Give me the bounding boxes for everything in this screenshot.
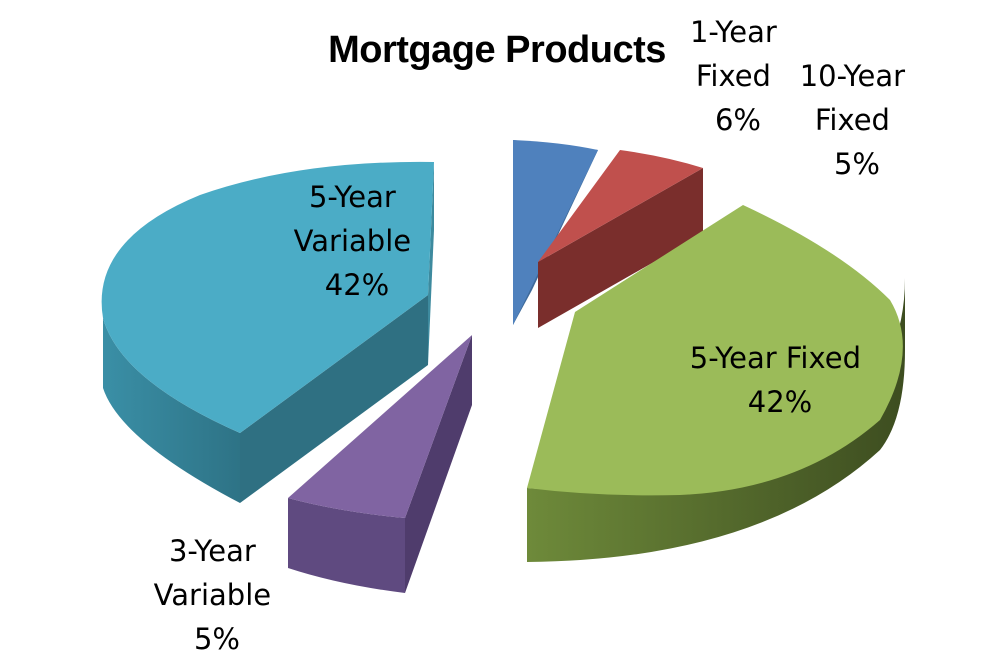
- slice-top: [538, 150, 703, 262]
- slice-side: [538, 168, 703, 328]
- slice-inner-wall: [428, 162, 434, 365]
- slice-5-year-fixed[interactable]: [527, 205, 905, 562]
- slice-top: [527, 205, 903, 496]
- label-line: Variable: [294, 224, 411, 258]
- data-labels: 1-Year Fixed 6% 10-Year Fixed 5% 5-Year …: [154, 15, 915, 656]
- slice-10-year-fixed[interactable]: [538, 150, 703, 328]
- slice-top: [288, 335, 472, 518]
- label-line: 5%: [834, 147, 880, 181]
- label-line: 5%: [194, 622, 240, 656]
- slice-side: [103, 318, 240, 503]
- slice-3-year-variable[interactable]: [288, 335, 472, 593]
- slice-top: [101, 161, 435, 433]
- label-line: 3-Year: [169, 534, 256, 568]
- label-line: 10-Year: [800, 59, 905, 93]
- slice-inner-wall: [405, 335, 472, 593]
- label-line: 42%: [748, 385, 812, 419]
- slice-side: [288, 498, 405, 593]
- slice-inner-wall: [240, 295, 428, 503]
- label-line: Variable: [154, 578, 271, 612]
- slice-top: [513, 140, 598, 325]
- label-line: 1-Year: [690, 15, 777, 49]
- data-label-3-year-variable: 3-Year Variable 5%: [154, 534, 281, 656]
- data-label-1-year-fixed: 1-Year Fixed 6%: [690, 15, 786, 137]
- data-label-5-year-fixed: 5-Year Fixed 42%: [690, 341, 870, 419]
- label-line: 42%: [325, 268, 389, 302]
- data-label-5-year-variable: 5-Year Variable 42%: [294, 180, 421, 302]
- label-line: Fixed: [696, 59, 771, 93]
- label-line: 5-Year: [309, 180, 396, 214]
- label-line: Fixed: [815, 103, 890, 137]
- slice-1-year-fixed[interactable]: [513, 140, 598, 325]
- data-label-10-year-fixed: 10-Year Fixed 5%: [800, 59, 915, 181]
- label-line: 6%: [715, 103, 761, 137]
- slice-5-year-variable[interactable]: [101, 161, 435, 503]
- label-line: 5-Year Fixed: [690, 341, 861, 375]
- chart-title: Mortgage Products: [328, 29, 666, 71]
